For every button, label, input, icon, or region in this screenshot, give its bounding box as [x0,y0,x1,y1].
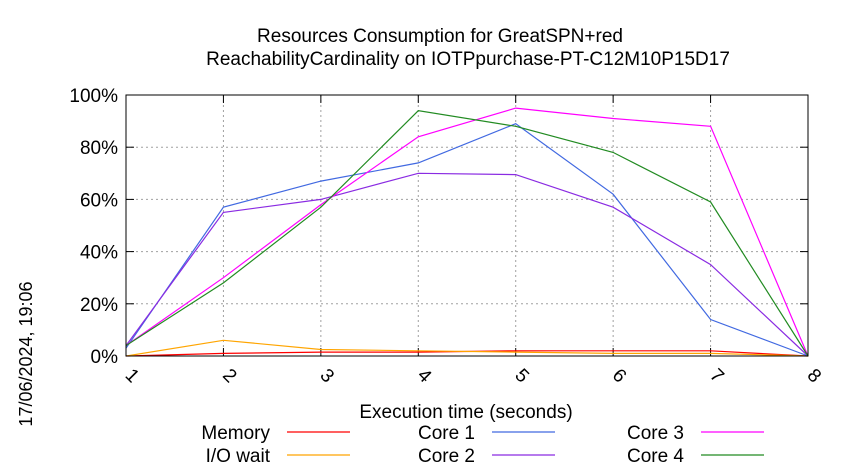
x-tick-label: 2 [218,365,240,387]
series-lines [125,107,809,357]
chart-subtitle: ReachabilityCardinality on IOTPpurchase-… [206,49,730,70]
y-tick-label: 40% [80,243,118,264]
series-line-core-3 [125,107,809,357]
series-line-core-1 [125,123,809,357]
y-tick-label: 80% [80,138,118,159]
plot-frame [125,94,809,357]
legend-label: I/O wait [206,446,271,467]
y-tick-label: 0% [91,347,119,368]
x-tick-label: 8 [803,365,825,387]
legend-label: Core 2 [418,446,475,467]
legend-label: Core 4 [627,446,684,467]
y-tick-label: 100% [69,86,118,107]
y-tick-label: 60% [80,190,118,211]
x-tick-label: 4 [413,365,436,388]
x-axis-label: Execution time (seconds) [359,402,572,423]
x-tick-label: 7 [705,365,727,387]
y-tick-label: 20% [80,295,118,316]
legend-label: Core 3 [627,423,684,444]
series-line-core-4 [125,110,809,357]
series-line-i-o-wait [125,339,809,357]
legend-label: Memory [201,423,270,444]
chart-title: Resources Consumption for GreatSPN+red [257,26,623,47]
grid [126,95,808,356]
legend-label: Core 1 [418,423,475,444]
series-line-core-2 [125,172,809,357]
x-tick-label: 5 [510,365,532,387]
x-tick-label: 3 [316,365,338,387]
x-tick-label: 1 [121,365,143,387]
timestamp-label: 17/06/2024, 19:06 [16,281,36,426]
x-tick-label: 6 [608,365,630,387]
axis-ticks: 0% 20% 40% 60% 80% 100% 1 2 3 4 5 6 7 8 [69,86,825,388]
